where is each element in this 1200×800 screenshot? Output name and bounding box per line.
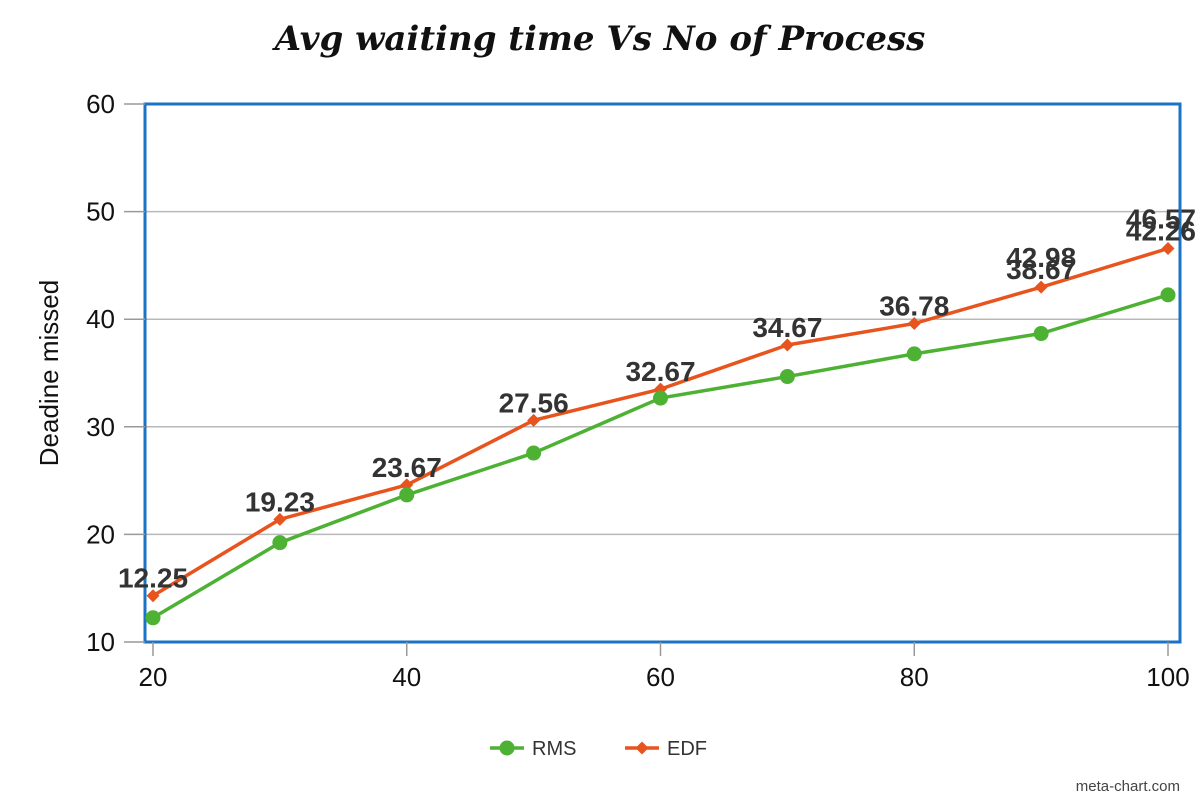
data-label: 12.25 [118,563,188,594]
data-label: 42.98 [1006,242,1076,273]
data-point-edf [527,413,541,427]
data-point-edf [907,317,921,331]
legend: RMS EDF [490,738,707,760]
data-point-edf [273,512,287,526]
legend-label-edf: EDF [667,738,707,760]
data-point-rms [145,610,161,626]
data-point-edf [1034,280,1048,294]
credit-text: meta-chart.com [1076,778,1180,795]
y-tick-label: 60 [86,89,115,119]
x-tick-label: 40 [392,662,421,692]
series-line-rms [152,293,1169,620]
y-tick-label: 20 [86,519,115,549]
y-tick-label: 10 [86,627,115,657]
x-tick-label: 80 [900,662,929,692]
data-point-edf [1161,242,1175,256]
data-point-edf [146,589,160,603]
y-tick-label: 40 [86,304,115,334]
data-point-rms [653,390,668,406]
data-label: 23.67 [372,452,442,483]
data-label: 38.67 [1006,254,1076,285]
series-line-edf [152,246,1169,598]
series-group [145,242,1176,626]
data-label: 36.78 [879,291,949,322]
data-label: 42.26 [1126,216,1196,247]
data-label: 34.67 [752,312,822,343]
data-label: 27.56 [499,387,569,418]
data-point-rms [906,346,922,362]
legend-marker [499,740,515,756]
chart-title: Avg waiting time Vs No of Process [272,19,925,59]
y-tick-label: 30 [86,412,115,442]
legend-marker [635,741,649,755]
x-tick-label: 100 [1146,662,1189,692]
data-point-rms [399,487,415,503]
x-tick-label: 20 [139,662,168,692]
data-point-rms [1033,326,1049,342]
data-labels: 12.25 19.23 23.67 27.56 32.67 34.67 36.78 38.67… [118,204,1196,594]
gridlines [145,210,1180,536]
x-axis-ticks: 20 40 60 80 100 [139,642,1190,692]
data-label: 32.67 [625,356,695,387]
data-point-rms [526,445,542,461]
data-point-edf [780,338,794,352]
data-label: 19.23 [245,486,315,517]
y-axis-label: Deadine missed [34,280,64,466]
data-point-rms [779,369,795,385]
x-tick-label: 60 [646,662,675,692]
y-axis-ticks: 10 20 30 40 50 60 [86,89,145,657]
data-point-rms [1160,287,1176,303]
legend-label-rms: RMS [532,738,576,760]
data-label: 46.57 [1126,204,1196,235]
plot-area-border [143,102,1182,644]
data-point-rms [272,535,288,551]
y-tick-label: 50 [86,197,115,227]
